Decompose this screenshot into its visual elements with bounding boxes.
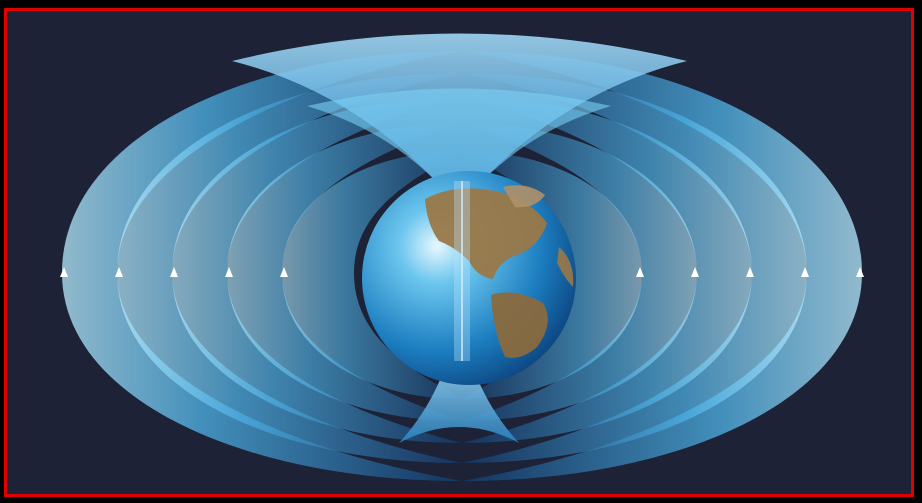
field-loop	[117, 73, 462, 463]
field-loop	[62, 51, 462, 481]
field-loop	[462, 123, 697, 421]
field-loop	[462, 51, 862, 481]
field-loop	[462, 97, 752, 443]
field-arrow-icon	[280, 267, 288, 277]
field-arrow-icon	[746, 267, 754, 277]
field-arrow-icon	[225, 267, 233, 277]
field-arrow-icon	[115, 267, 123, 277]
north-america-landmass	[425, 188, 547, 279]
field-arrow-icon	[636, 267, 644, 277]
field-loop	[462, 73, 807, 463]
field-loop	[227, 123, 462, 421]
field-loop	[172, 97, 462, 443]
field-loop	[282, 151, 462, 399]
greenland-landmass	[503, 185, 545, 208]
field-arrow-icon	[170, 267, 178, 277]
south-field-funnel	[399, 356, 519, 443]
magnetic-field-illustration	[60, 33, 864, 481]
field-loop	[462, 151, 642, 399]
earth-globe-icon	[362, 171, 576, 385]
africa-edge	[557, 247, 574, 287]
field-arrow-icon	[801, 267, 809, 277]
north-field-funnel-inner	[307, 88, 611, 191]
field-arrow-icon	[856, 267, 864, 277]
field-arrow-icon	[691, 267, 699, 277]
image-frame	[4, 8, 914, 497]
south-america-landmass	[491, 292, 548, 358]
field-direction-arrows	[60, 267, 864, 277]
field-lines	[62, 51, 862, 481]
field-arrow-icon	[60, 267, 68, 277]
